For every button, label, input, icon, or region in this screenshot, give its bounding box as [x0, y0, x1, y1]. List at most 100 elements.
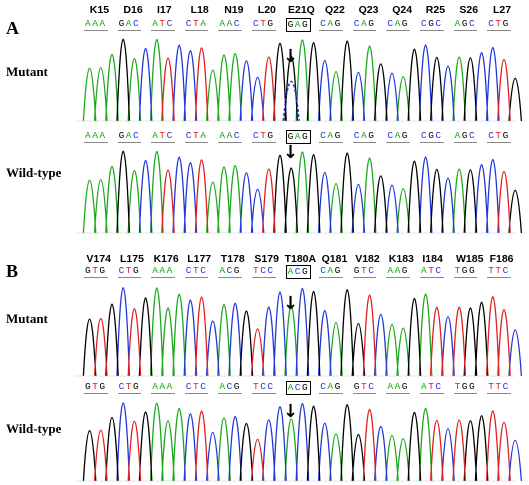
codon-bases: GTG [84, 265, 108, 278]
codon-bases: CTG [252, 18, 276, 31]
codon-bases: CAG [319, 130, 343, 143]
codon-label: Q23 [358, 4, 379, 16]
codon-bases: CTG [117, 265, 142, 278]
codon-bases: AAA [151, 381, 175, 394]
codon-bases: CGC [420, 18, 444, 31]
wildtype-label-a: Wild-type [6, 165, 62, 180]
codon-label: L27 [493, 4, 512, 16]
codon-label: L20 [257, 4, 276, 16]
codon-bases: CAG [319, 381, 343, 394]
down-arrow-icon: ↓ [283, 142, 299, 163]
codon-bases: CTC [184, 381, 209, 394]
trace-a [82, 151, 467, 234]
codon-label: Q24 [392, 4, 413, 16]
codon-bases: GAC [117, 130, 142, 143]
codon-bases: ATC [151, 130, 175, 143]
mutant-peak-dashed [282, 80, 300, 122]
codon-bases: AAA [84, 130, 108, 143]
codon-bases: CTG [117, 381, 142, 394]
codon-label: Q181 [321, 253, 348, 265]
trace-g [116, 38, 523, 122]
codon-bases: TGG [453, 381, 478, 394]
codon-bases: AGC [453, 18, 478, 31]
codon-bases: AAG [386, 265, 410, 278]
codon-label: L18 [190, 4, 209, 16]
wildtype-chromatogram-a [75, 150, 523, 234]
codon-bases: CAG [352, 18, 377, 31]
codon-bases: CAG [386, 18, 410, 31]
codon-label: I184 [422, 253, 443, 265]
codon-bases: AGC [453, 130, 478, 143]
codon-bases: AAG [386, 381, 410, 394]
codon-bases: TGG [453, 265, 478, 278]
trace-t [161, 47, 511, 122]
codon-bases: CTA [184, 130, 209, 143]
codon-bases: ACG [218, 381, 242, 394]
codon-bases: CGC [420, 130, 444, 143]
trace-a [82, 39, 467, 122]
codon-bases: TCC [252, 381, 276, 394]
down-arrow-icon: ↓ [283, 401, 299, 422]
panel-a: A Mutant Wild-type K15 D16 I17 L18 N19 L20 E21… [0, 0, 529, 240]
codon-bases: AAC [218, 18, 242, 31]
codon-label: L175 [120, 253, 144, 265]
mutant-chromatogram-a [75, 38, 523, 122]
trace-c [138, 44, 500, 122]
codon-bases: AAA [84, 18, 108, 31]
codon-label: F186 [489, 253, 514, 265]
codon-bases: CTA [184, 18, 209, 31]
trace-t [93, 408, 511, 482]
codon-bases: GAC [117, 18, 142, 31]
codon-label: S26 [459, 4, 479, 16]
codon-bases: TCC [252, 265, 276, 278]
codon-label: Q22 [325, 4, 345, 16]
codon-bases: ATC [151, 18, 175, 31]
mutant-chromatogram-b [75, 286, 523, 377]
trace-a [149, 287, 433, 377]
codon-label: K183 [388, 253, 414, 265]
codon-bases: CTC [184, 265, 209, 278]
codon-bases: GTC [352, 381, 377, 394]
mutant-label-b: Mutant [6, 311, 48, 326]
codon-bases: ATC [420, 265, 444, 278]
codon-bases: CTG [252, 130, 276, 143]
mutant-label-a: Mutant [6, 64, 48, 79]
codon-bases: GAG [285, 18, 312, 32]
trace-c [116, 402, 523, 482]
trace-g [82, 289, 489, 377]
codon-label: I17 [157, 4, 172, 16]
trace-g [116, 150, 523, 234]
wildtype-label-b: Wild-type [6, 421, 62, 436]
codon-label: V174 [86, 253, 111, 265]
codon-bases: CAG [319, 18, 343, 31]
codon-bases: GTC [352, 265, 377, 278]
down-arrow-icon: ↓ [283, 46, 299, 67]
wildtype-chromatogram-b [75, 402, 523, 482]
codon-bases: ACG [285, 265, 312, 279]
codon-label: N19 [224, 4, 244, 16]
codon-bases: ACG [218, 265, 242, 278]
panel-letter-b: B [6, 261, 19, 281]
codon-label: R25 [425, 4, 446, 16]
codon-bases: CAG [319, 265, 343, 278]
codon-label: K176 [153, 253, 179, 265]
codon-label: L177 [187, 253, 212, 265]
codon-label: T180A [284, 253, 317, 265]
codon-bases: ATC [420, 381, 444, 394]
codon-bases: TTC [487, 381, 511, 394]
codon-bases: ACG [285, 381, 312, 395]
codon-bases: GAG [285, 130, 312, 144]
codon-label: T178 [220, 253, 245, 265]
codon-bases: GTG [84, 381, 108, 394]
codon-bases: TTC [487, 265, 511, 278]
codon-label: V182 [355, 253, 380, 265]
codon-label: S179 [254, 253, 279, 265]
codon-label: E21Q [288, 4, 315, 16]
codon-bases: CAG [352, 130, 377, 143]
codon-bases: AAA [151, 265, 175, 278]
codon-label: K15 [89, 4, 110, 16]
codon-bases: CTG [487, 130, 511, 143]
trace-t [161, 159, 511, 234]
down-arrow-icon: ↓ [283, 293, 299, 314]
panel-b: B Mutant Wild-type V174 L175 K176 L177 T178 S… [0, 245, 529, 485]
